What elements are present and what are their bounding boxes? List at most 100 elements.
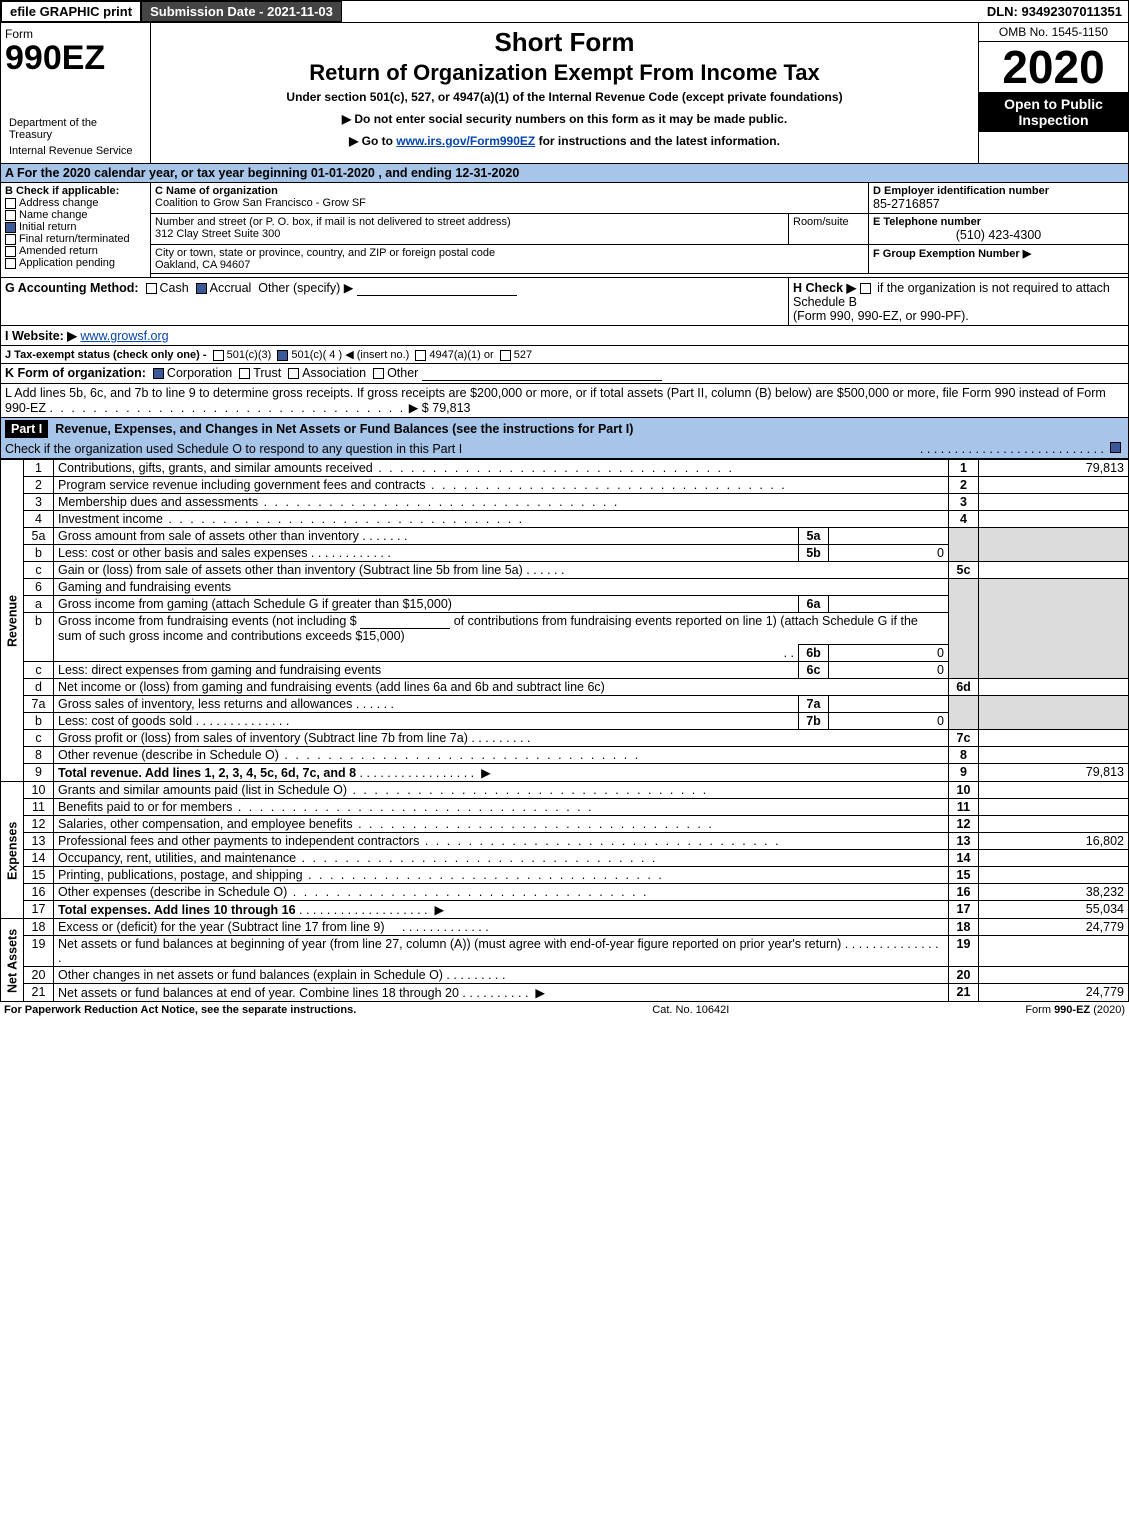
row-19-line: 19 (949, 936, 979, 967)
row-5b-desc: Less: cost or other basis and sales expe… (58, 546, 307, 560)
row-13-amt: 16,802 (979, 833, 1129, 850)
row-21-arrow: ▶ (535, 986, 545, 1000)
dept-irs: Internal Revenue Service (5, 143, 146, 159)
row-20-amt (979, 967, 1129, 984)
omb-number: OMB No. 1545-1150 (979, 23, 1128, 42)
chk-h[interactable] (860, 283, 871, 294)
lbl-accrual: Accrual (210, 281, 252, 295)
chk-527[interactable] (500, 350, 511, 361)
row-10-amt (979, 782, 1129, 799)
irs-link[interactable]: www.irs.gov/Form990EZ (396, 134, 535, 148)
line-a-bar: A For the 2020 calendar year, or tax yea… (0, 164, 1129, 182)
row-6d-desc: Net income or (loss) from gaming and fun… (54, 679, 949, 696)
row-14-num: 14 (24, 850, 54, 867)
chk-accrual[interactable] (196, 283, 207, 294)
form-number: 990EZ (5, 41, 146, 75)
chk-trust[interactable] (239, 368, 250, 379)
row-17-arrow: ▶ (434, 903, 444, 917)
row-10-line: 10 (949, 782, 979, 799)
row-21-desc: Net assets or fund balances at end of ye… (58, 986, 459, 1000)
top-bar: efile GRAPHIC print Submission Date - 20… (0, 0, 1129, 23)
city-value: Oakland, CA 94607 (155, 259, 864, 271)
row-7a-num: 7a (24, 696, 54, 713)
row-10-desc: Grants and similar amounts paid (list in… (58, 783, 347, 797)
row-2-amt (979, 477, 1129, 494)
title-return: Return of Organization Exempt From Incom… (157, 60, 972, 86)
badge-open: Open to Public (1004, 96, 1103, 112)
row-6c-mln: 6c (799, 662, 829, 679)
chk-schedule-o[interactable] (1110, 442, 1121, 453)
row-4-amt (979, 511, 1129, 528)
chk-other-org[interactable] (373, 368, 384, 379)
row-17-line: 17 (949, 901, 979, 919)
lbl-amended-return: Amended return (19, 245, 98, 257)
side-net: Net Assets (1, 919, 24, 1002)
part1-table: Revenue 1 Contributions, gifts, grants, … (0, 459, 1129, 1002)
chk-address-change[interactable] (5, 198, 16, 209)
row-6a-desc: Gross income from gaming (attach Schedul… (54, 596, 799, 613)
lbl-application-pending: Application pending (19, 257, 115, 269)
chk-corp[interactable] (153, 368, 164, 379)
chk-cash[interactable] (146, 283, 157, 294)
row-11-num: 11 (24, 799, 54, 816)
row-6a-num: a (24, 596, 54, 613)
room-label: Room/suite (793, 216, 864, 228)
row-5c-amt (979, 562, 1129, 579)
row-15-amt (979, 867, 1129, 884)
row-1-line: 1 (949, 460, 979, 477)
row-9-line: 9 (949, 764, 979, 782)
row-6c-num: c (24, 662, 54, 679)
chk-final-return[interactable] (5, 234, 16, 245)
chk-assoc[interactable] (288, 368, 299, 379)
chk-initial-return[interactable] (5, 222, 16, 233)
row-16-line: 16 (949, 884, 979, 901)
l-value: 79,813 (432, 401, 470, 415)
row-1-num: 1 (24, 460, 54, 477)
row-6b-mamt: 0 (829, 645, 949, 662)
row-6b-num: b (24, 613, 54, 662)
row-13-desc: Professional fees and other payments to … (58, 834, 419, 848)
chk-application-pending[interactable] (5, 258, 16, 269)
part1-tab: Part I (5, 420, 48, 438)
part1-check-text: Check if the organization used Schedule … (5, 442, 920, 456)
row-15-line: 15 (949, 867, 979, 884)
i-label: I Website: ▶ (5, 329, 77, 343)
row-17-amt: 55,034 (979, 901, 1129, 919)
row-15-desc: Printing, publications, postage, and shi… (58, 868, 303, 882)
subtitle: Under section 501(c), 527, or 4947(a)(1)… (157, 90, 972, 104)
row-13-num: 13 (24, 833, 54, 850)
chk-amended-return[interactable] (5, 246, 16, 257)
row-5c-num: c (24, 562, 54, 579)
chk-501c[interactable] (277, 350, 288, 361)
row-12-num: 12 (24, 816, 54, 833)
chk-name-change[interactable] (5, 210, 16, 221)
org-name: Coalition to Grow San Francisco - Grow S… (155, 197, 864, 209)
tax-year: 2020 (979, 42, 1128, 92)
row-9-num: 9 (24, 764, 54, 782)
row-6a-mln: 6a (799, 596, 829, 613)
row-14-line: 14 (949, 850, 979, 867)
l-arrow: ▶ $ (409, 401, 429, 415)
footer-right: Form 990-EZ (2020) (1025, 1004, 1125, 1016)
row-11-line: 11 (949, 799, 979, 816)
bullet-goto: ▶ Go to www.irs.gov/Form990EZ for instru… (157, 134, 972, 148)
row-12-amt (979, 816, 1129, 833)
row-7c-num: c (24, 730, 54, 747)
efile-print-button[interactable]: efile GRAPHIC print (1, 1, 141, 22)
side-expenses: Expenses (1, 782, 24, 919)
row-8-amt (979, 747, 1129, 764)
row-7b-desc: Less: cost of goods sold (58, 714, 192, 728)
lbl-527: 527 (514, 349, 532, 361)
website-link[interactable]: www.growsf.org (80, 329, 168, 343)
row-6d-amt (979, 679, 1129, 696)
row-5a-num: 5a (24, 528, 54, 545)
row-3-amt (979, 494, 1129, 511)
row-7b-mln: 7b (799, 713, 829, 730)
row-7c-line: 7c (949, 730, 979, 747)
row-4-desc: Investment income (58, 512, 163, 526)
chk-4947[interactable] (415, 350, 426, 361)
row-8-line: 8 (949, 747, 979, 764)
chk-501c3[interactable] (213, 350, 224, 361)
row-5b-mamt: 0 (829, 545, 949, 562)
goto-suffix: for instructions and the latest informat… (539, 134, 780, 148)
